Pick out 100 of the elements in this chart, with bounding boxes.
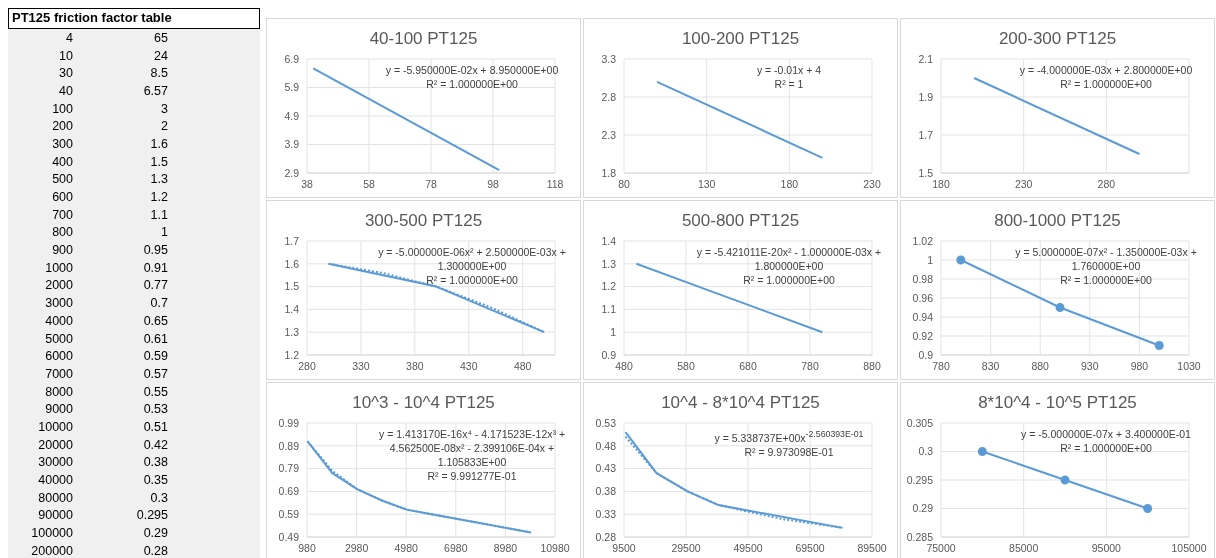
category-label: 4 bbox=[65, 29, 73, 47]
y-tick-label: 1.4 bbox=[601, 234, 617, 247]
data-label: 1.1 bbox=[149, 206, 168, 224]
data-label: 65 bbox=[153, 29, 168, 47]
data-label: 0.51 bbox=[142, 418, 168, 436]
y-tick-label: 0.49 bbox=[278, 530, 300, 543]
y-tick-label: 1.2 bbox=[284, 348, 300, 361]
annotation: y = 5.338737E+00x$^{-2.560393E-01}$ bbox=[713, 428, 865, 445]
y-tick-label: 0.33 bbox=[595, 507, 617, 520]
x-tick-label: 80 bbox=[618, 178, 630, 191]
chart-title: 200-300 PT125 bbox=[997, 29, 1118, 50]
data-label: 0.65 bbox=[142, 312, 168, 330]
y-tick-label: 2.3 bbox=[601, 128, 617, 141]
annotation: R² = 1 bbox=[773, 77, 805, 91]
category-label: 1000 bbox=[44, 259, 73, 277]
annotation: R² = 1.000000E+00 bbox=[425, 273, 519, 287]
category-label: 90000 bbox=[37, 507, 73, 525]
x-tick-label: 480 bbox=[513, 360, 532, 373]
x-tick-label: 2980 bbox=[344, 542, 369, 555]
x-tick-label: 930 bbox=[1081, 360, 1099, 373]
x-tick-label: 75000 bbox=[926, 542, 956, 555]
x-tick-label: 780 bbox=[932, 360, 950, 373]
y-tick-label: 1.8 bbox=[601, 166, 617, 179]
category-label: 800 bbox=[51, 224, 73, 242]
x-tick-label: 580 bbox=[677, 360, 695, 373]
data-label: 24 bbox=[153, 47, 168, 65]
x-tick-label: 85000 bbox=[1009, 542, 1039, 555]
chart-title: 800-1000 PT125 bbox=[993, 211, 1122, 232]
annotation: R² = 1.000000E+00 bbox=[1059, 273, 1153, 287]
data-label: 0.295 bbox=[135, 507, 168, 525]
category-label: 10000 bbox=[37, 418, 73, 436]
data-label: 0.95 bbox=[142, 242, 168, 259]
category-label: 40 bbox=[58, 82, 73, 100]
x-tick-label: 280 bbox=[1097, 178, 1116, 191]
y-tick-label: 0.28 bbox=[595, 530, 617, 543]
point bbox=[1143, 504, 1153, 513]
data-label: 1 bbox=[160, 224, 168, 242]
data-label: 1.2 bbox=[149, 189, 168, 206]
x-tick-label: 49500 bbox=[733, 542, 763, 555]
annotation: R² = 1.000000E+00 bbox=[1059, 441, 1153, 455]
chart-title: 40-100 PT125 bbox=[368, 29, 479, 50]
y-tick-label: 0.29 bbox=[912, 502, 934, 515]
x-tick-label: 38 bbox=[301, 178, 313, 191]
chart-title: 500-800 PT125 bbox=[680, 211, 801, 232]
y-tick-label: 0.96 bbox=[912, 291, 934, 304]
y-tick-label: 1.2 bbox=[601, 280, 617, 293]
category-label: 30000 bbox=[37, 454, 73, 472]
x-tick-label: 1030 bbox=[1177, 360, 1201, 373]
chart-title: 8*10^4 - 10^5 PT125 bbox=[977, 393, 1138, 414]
category-label: 100000 bbox=[30, 525, 73, 542]
y-tick-label: 0.9 bbox=[601, 348, 617, 361]
y-tick-label: 1.7 bbox=[918, 128, 934, 141]
y-tick-label: 0.53 bbox=[595, 416, 617, 429]
x-tick-label: 880 bbox=[863, 360, 881, 373]
category-label: 300 bbox=[51, 135, 73, 153]
data-label: 8.5 bbox=[149, 65, 168, 83]
annotation: R² = 1.000000E+00 bbox=[425, 77, 519, 91]
annotation: y = -5.000000E-06x² + 2.500000E-03x + 1.300000E+00 bbox=[377, 245, 567, 273]
category-label: 200 bbox=[51, 118, 73, 136]
x-tick-label: 105000 bbox=[1171, 542, 1207, 555]
x-tick-label: 58 bbox=[363, 178, 375, 191]
data-label: 6.57 bbox=[142, 82, 168, 100]
y-tick-label: 1.5 bbox=[918, 166, 934, 179]
data-label: 1.5 bbox=[149, 153, 168, 171]
y-tick-label: 6.9 bbox=[284, 52, 300, 65]
chart-title: 300-500 PT125 bbox=[363, 211, 484, 232]
category-label: 700 bbox=[51, 206, 73, 224]
data-label: 0.28 bbox=[142, 542, 168, 558]
y-tick-label: 4.9 bbox=[284, 109, 300, 122]
point bbox=[956, 255, 966, 265]
y-tick-label: 1 bbox=[927, 253, 934, 266]
annotation: y = -5.421011E-20x² - 1.000000E-03x + 1.800000E+00 bbox=[695, 245, 883, 273]
x-tick-label: 118 bbox=[546, 178, 564, 191]
chart-title: 10^3 - 10^4 PT125 bbox=[351, 393, 496, 414]
data-label: 3 bbox=[160, 100, 168, 118]
chart-title: 10^4 - 8*10^4 PT125 bbox=[660, 393, 821, 414]
y-tick-label: 0.89 bbox=[278, 439, 300, 452]
y-tick-label: 2.8 bbox=[601, 90, 617, 103]
x-tick-label: 480 bbox=[615, 360, 633, 373]
annotation: R² = 1.000000E+00 bbox=[1059, 77, 1153, 91]
point bbox=[977, 447, 987, 456]
x-tick-label: 280 bbox=[298, 360, 316, 373]
x-tick-label: 380 bbox=[406, 360, 424, 373]
y-tick-label: 0.295 bbox=[906, 473, 934, 486]
y-tick-label: 2.9 bbox=[284, 166, 300, 179]
category-label: 2000 bbox=[44, 277, 73, 295]
category-label: 400 bbox=[51, 153, 73, 171]
y-tick-label: 0.38 bbox=[595, 485, 617, 498]
y-tick-label: 1.02 bbox=[912, 234, 934, 247]
y-tick-label: 5.9 bbox=[284, 81, 300, 94]
y-tick-label: 0.285 bbox=[906, 530, 934, 543]
x-tick-label: 230 bbox=[863, 178, 881, 191]
y-tick-label: 0.98 bbox=[912, 272, 934, 285]
data-label: 0.61 bbox=[142, 330, 168, 348]
y-tick-label: 0.3 bbox=[918, 445, 934, 458]
x-tick-label: 89500 bbox=[857, 542, 887, 555]
x-tick-label: 980 bbox=[298, 542, 316, 555]
category-label: 200000 bbox=[30, 542, 73, 558]
category-label: 8000 bbox=[44, 383, 73, 401]
y-tick-label: 0.99 bbox=[278, 416, 300, 429]
